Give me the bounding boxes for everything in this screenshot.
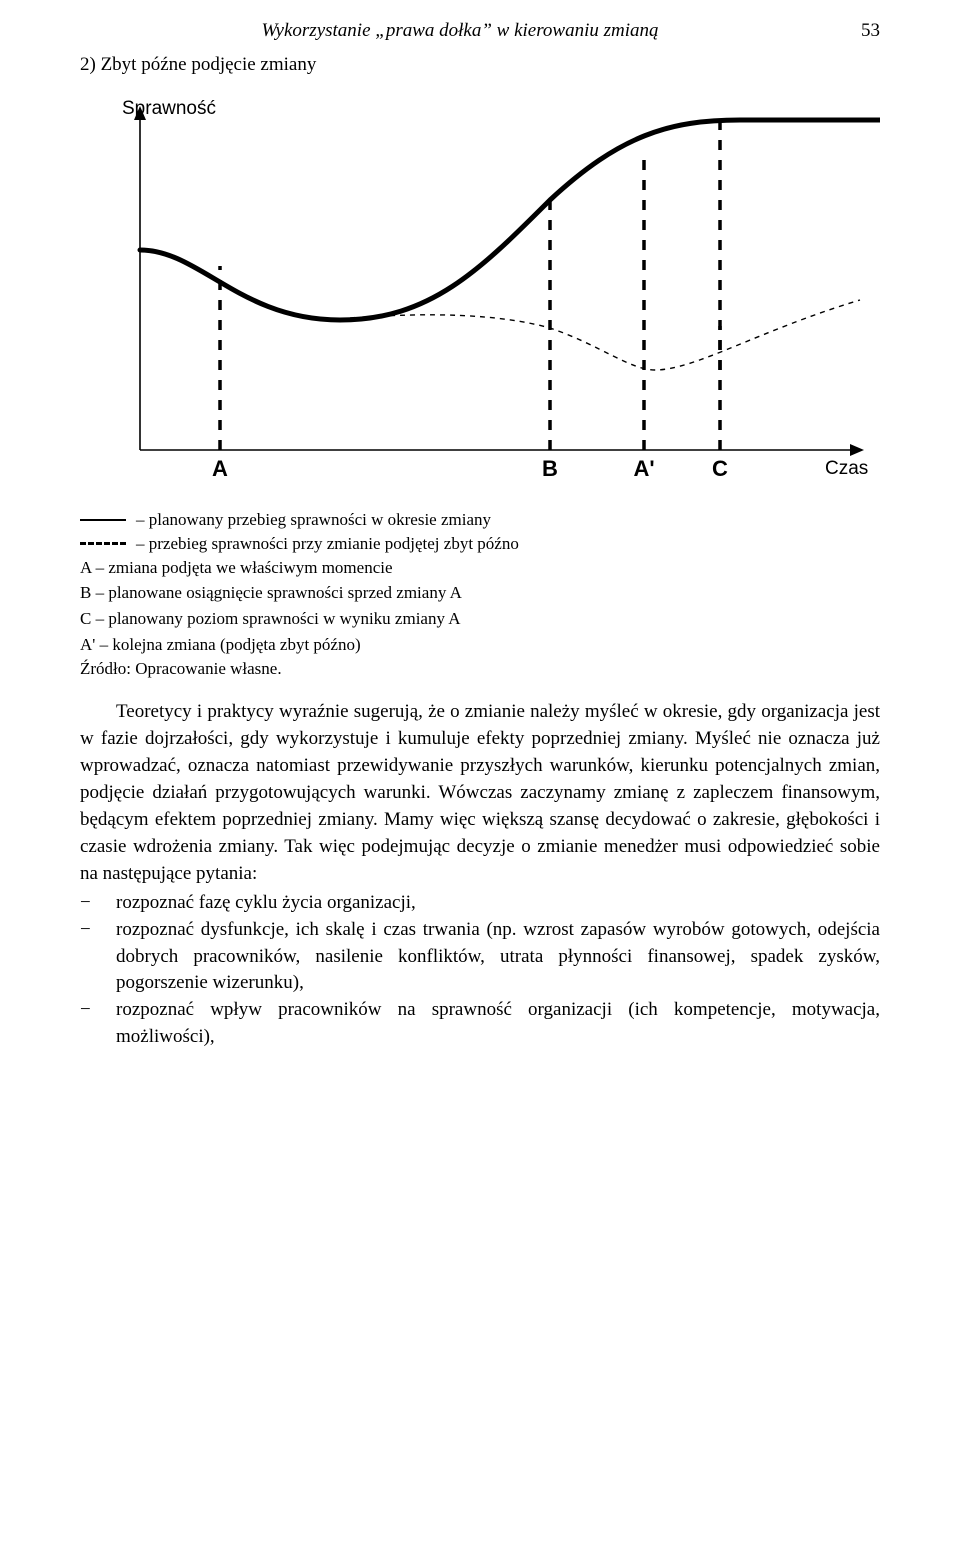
page-header-title: Wykorzystanie „prawa dołka” w kierowaniu… [80,20,840,42]
legend-dashed-text: – przebieg sprawności przy zmianie podję… [136,532,880,556]
bullet-text: rozpoznać wpływ pracowników na sprawność… [116,997,880,1051]
legend-A: A – zmiana podjęta we właściwym momencie [80,556,880,580]
bullet-item: −rozpoznać wpływ pracowników na sprawnoś… [80,997,880,1051]
section-subtitle: 2) Zbyt późne podjęcie zmiany [80,54,880,76]
svg-text:A': A' [633,456,654,481]
chart-svg: Sprawność Czas A B A' C [80,80,880,500]
chart-legend: – planowany przebieg sprawności w okresi… [80,508,880,657]
bullet-list: −rozpoznać fazę cyklu życia organizacji,… [80,890,880,1052]
legend-swatch-solid [80,519,126,521]
legend-C: C – planowany poziom sprawności w wyniku… [80,607,880,631]
legend-B: B – planowane osiągnięcie sprawności spr… [80,581,880,605]
svg-text:C: C [712,456,728,481]
body-paragraph: Teoretycy i praktycy wyraźnie sugerują, … [80,699,880,888]
legend-swatch-dashed [80,542,126,545]
bullet-item: −rozpoznać fazę cyklu życia organizacji, [80,890,880,917]
bullet-dash-icon: − [80,890,116,917]
bullet-text: rozpoznać dysfunkcje, ich skalę i czas t… [116,917,880,998]
bullet-dash-icon: − [80,917,116,998]
svg-text:Sprawność: Sprawność [122,98,216,119]
page-number: 53 [840,20,880,42]
svg-text:A: A [212,456,228,481]
bullet-dash-icon: − [80,997,116,1051]
chart-source: Źródło: Opracowanie własne. [80,659,880,679]
bullet-text: rozpoznać fazę cyklu życia organizacji, [116,890,880,917]
performance-chart: Sprawność Czas A B A' C [80,80,880,500]
svg-text:Czas: Czas [825,458,868,479]
svg-text:B: B [542,456,558,481]
legend-solid-text: – planowany przebieg sprawności w okresi… [136,508,880,532]
legend-Aprime: A' – kolejna zmiana (podjęta zbyt późno) [80,633,880,657]
bullet-item: −rozpoznać dysfunkcje, ich skalę i czas … [80,917,880,998]
